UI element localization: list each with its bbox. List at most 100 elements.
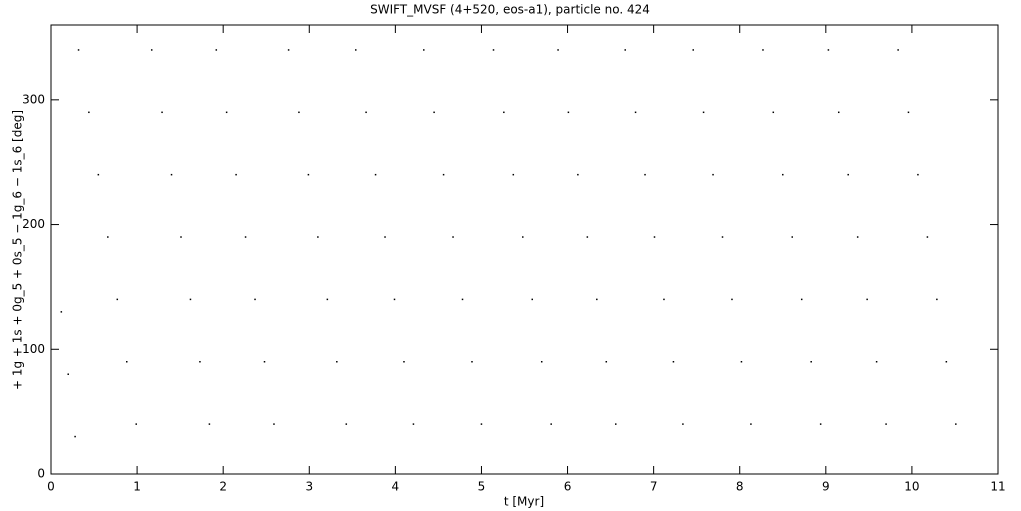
point [107,236,109,238]
point [866,298,868,301]
x-tick-label: 5 [478,480,486,494]
x-tick-label: 0 [47,480,55,494]
y-axis-label: + 1g + 1s + 0g_5 + 0s_5 − 1g_6 − 1s_6 [d… [11,110,25,390]
x-axis-label: t [Myr] [504,495,544,509]
y-tick-label: 0 [37,467,45,481]
point [74,435,76,438]
point [624,49,626,51]
point [567,111,570,114]
point [897,49,899,51]
point [150,49,153,51]
point [702,111,705,114]
point [287,49,290,51]
point [712,173,714,176]
point [492,49,495,51]
plot-frame [50,24,999,475]
point [384,236,386,238]
point [557,49,559,51]
point [365,111,367,114]
point [317,236,319,238]
y-tick-label: 300 [22,92,45,106]
point [225,111,228,114]
point [740,361,743,363]
point [235,173,237,176]
point [791,236,793,238]
point [550,423,552,425]
point [180,236,182,238]
point [721,236,724,238]
point [263,361,266,363]
point [60,311,63,313]
x-tick-label: 7 [650,480,658,494]
point [644,173,646,176]
point [67,373,69,375]
point [782,173,784,176]
point [393,298,396,301]
point [135,423,137,425]
point [837,111,840,114]
point [917,173,919,176]
point [800,298,803,301]
point [772,111,775,114]
point [215,49,218,51]
point [189,298,192,301]
point [750,423,752,425]
point [97,173,100,176]
point [254,298,256,301]
chart-title: SWIFT_MVSF (4+520, eos-a1), particle no.… [370,3,650,17]
point [672,361,675,363]
point [615,423,617,425]
point [244,236,247,238]
point [170,173,173,176]
point [926,236,929,238]
point [827,49,830,51]
point [345,423,348,425]
point [512,173,515,176]
point [452,236,454,238]
point [77,49,80,51]
point [208,423,211,425]
point [856,236,859,238]
point [885,423,887,425]
x-tick-label: 11 [990,480,1005,494]
point [955,423,957,425]
point [653,236,656,238]
y-tick-label: 200 [22,217,45,231]
point [945,361,948,363]
x-tick-label: 9 [822,480,830,494]
x-tick-label: 2 [219,480,227,494]
point [907,111,910,114]
point [374,173,377,176]
point [731,298,733,301]
point [355,49,357,51]
point [634,111,637,114]
point [503,111,505,114]
x-tick-label: 3 [305,480,313,494]
point [522,236,524,238]
point [336,361,338,363]
x-tick-label: 1 [133,480,141,494]
point [692,49,694,51]
point [471,361,473,363]
point [762,49,764,51]
point [403,361,405,363]
point [663,298,665,301]
point [298,111,300,114]
point [116,298,119,301]
point [596,298,598,301]
point [586,236,589,238]
point [810,361,812,363]
x-tick-label: 4 [392,480,400,494]
point [442,173,445,176]
x-tick-label: 10 [904,480,919,494]
point [531,298,533,301]
point [307,173,310,176]
point [577,173,579,176]
point [161,111,163,114]
point [88,111,90,114]
point [199,361,201,363]
point [461,298,464,301]
point [433,111,435,114]
point [412,423,415,425]
